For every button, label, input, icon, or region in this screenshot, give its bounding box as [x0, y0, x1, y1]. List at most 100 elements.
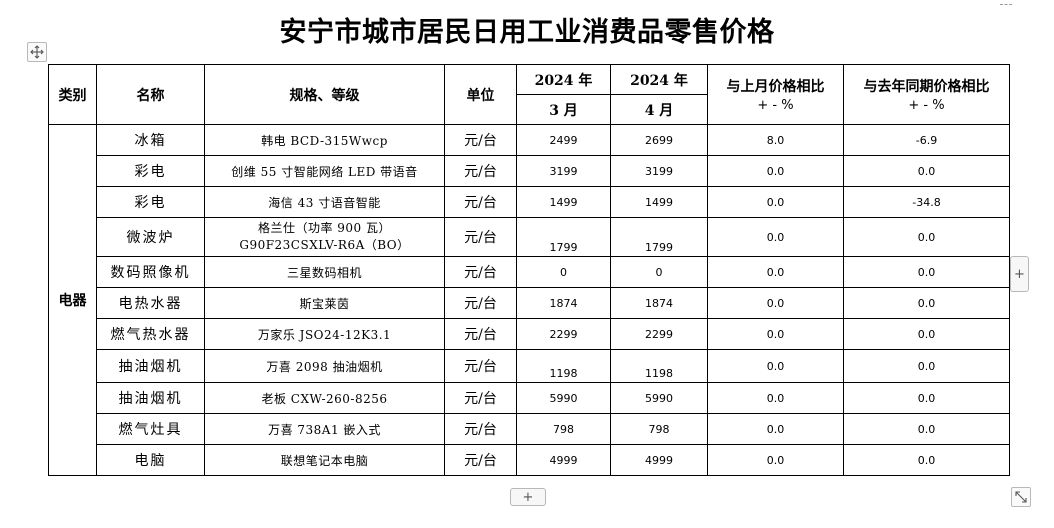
- change-mom: 8.0: [707, 124, 844, 156]
- header-mom: 与上月价格相比 + - %: [707, 64, 844, 125]
- header-year-a: 2024 年: [516, 64, 611, 95]
- item-unit: 元/台: [444, 413, 517, 445]
- document-title: 安宁市城市居民日用工业消费品零售价格: [279, 17, 775, 48]
- table-move-handle-icon[interactable]: [27, 42, 47, 62]
- item-name: 电脑: [96, 444, 205, 476]
- change-yoy: 0.0: [843, 155, 1010, 187]
- price-march: 5990: [516, 382, 611, 414]
- table-row: 燃气热水器 万家乐 JSO24-12K3.1 元/台 2299 2299 0.0…: [49, 318, 1010, 350]
- item-name: 冰箱: [96, 124, 205, 156]
- price-march: 2299: [516, 318, 611, 350]
- price-march: 1799: [516, 217, 611, 257]
- header-yoy-sub: + - %: [908, 98, 945, 113]
- price-april: 798: [610, 413, 708, 445]
- price-april: 0: [610, 256, 708, 288]
- change-mom: 0.0: [707, 349, 844, 383]
- item-spec: 老板 CXW-260-8256: [204, 382, 445, 414]
- table-row: 抽油烟机 老板 CXW-260-8256 元/台 5990 5990 0.0 0…: [49, 382, 1010, 414]
- price-april: 1499: [610, 186, 708, 218]
- item-spec: 海信 43 寸语音智能: [204, 186, 445, 218]
- table-row: 电热水器 斯宝莱茵 元/台 1874 1874 0.0 0.0: [49, 287, 1010, 319]
- table-row: 数码照像机 三星数码相机 元/台 0 0 0.0 0.0: [49, 256, 1010, 288]
- table-resize-icon[interactable]: [1011, 487, 1031, 507]
- change-yoy: 0.0: [843, 256, 1010, 288]
- table-row: 彩电 海信 43 寸语音智能 元/台 1499 1499 0.0 -34.8: [49, 186, 1010, 218]
- add-column-button[interactable]: +: [1010, 256, 1029, 292]
- change-mom: 0.0: [707, 217, 844, 257]
- table-row: 微波炉 格兰仕（功率 900 瓦） G90F23CSXLV-R6A（BO） 元/…: [49, 217, 1010, 257]
- price-march: 1198: [516, 349, 611, 383]
- item-name: 数码照像机: [96, 256, 205, 288]
- item-unit: 元/台: [444, 287, 517, 319]
- header-mom-label: 与上月价格相比: [726, 79, 825, 95]
- change-yoy: 0.0: [843, 382, 1010, 414]
- item-spec: 格兰仕（功率 900 瓦） G90F23CSXLV-R6A（BO）: [204, 217, 445, 257]
- item-unit: 元/台: [444, 444, 517, 476]
- change-mom: 0.0: [707, 186, 844, 218]
- price-april: 1874: [610, 287, 708, 319]
- table-row: 彩电 创维 55 寸智能网络 LED 带语音 元/台 3199 3199 0.0…: [49, 155, 1010, 187]
- price-march: 2499: [516, 124, 611, 156]
- item-spec-line2: G90F23CSXLV-R6A（BO）: [239, 238, 410, 252]
- price-april: 4999: [610, 444, 708, 476]
- item-unit: 元/台: [444, 155, 517, 187]
- item-unit: 元/台: [444, 382, 517, 414]
- price-march: 3199: [516, 155, 611, 187]
- change-mom: 0.0: [707, 256, 844, 288]
- item-spec: 韩电 BCD-315Wwcp: [204, 124, 445, 156]
- price-march: 798: [516, 413, 611, 445]
- table-row: 电器 冰箱 韩电 BCD-315Wwcp 元/台 2499 2699 8.0 -…: [48, 124, 1010, 476]
- header-month-b: 4 月: [610, 94, 708, 125]
- item-spec: 万喜 738A1 嵌入式: [204, 413, 445, 445]
- change-mom: 0.0: [707, 413, 844, 445]
- change-mom: 0.0: [707, 155, 844, 187]
- price-march: 4999: [516, 444, 611, 476]
- header-spec: 规格、等级: [204, 64, 445, 125]
- change-yoy: 0.0: [843, 413, 1010, 445]
- table-row: 抽油烟机 万喜 2098 抽油烟机 元/台 1198 1198 0.0 0.0: [49, 349, 1010, 383]
- change-yoy: 0.0: [843, 444, 1010, 476]
- header-name: 名称: [96, 64, 205, 125]
- change-yoy: -34.8: [843, 186, 1010, 218]
- table-row: 电脑 联想笔记本电脑 元/台 4999 4999 0.0 0.0: [49, 444, 1010, 476]
- change-yoy: 0.0: [843, 217, 1010, 257]
- item-spec: 联想笔记本电脑: [204, 444, 445, 476]
- price-march: 1499: [516, 186, 611, 218]
- price-table: 类别 名称 规格、等级 单位 2024 年 2024 年 与上月价格相比 + -…: [48, 64, 1010, 476]
- item-unit: 元/台: [444, 186, 517, 218]
- item-spec-line1: 格兰仕（功率 900 瓦）: [257, 221, 392, 235]
- item-unit: 元/台: [444, 256, 517, 288]
- item-spec: 万家乐 JSO24-12K3.1: [204, 318, 445, 350]
- item-unit: 元/台: [444, 217, 517, 257]
- price-march: 0: [516, 256, 611, 288]
- item-name: 燃气灶具: [96, 413, 205, 445]
- header-yoy: 与去年同期价格相比 + - %: [843, 64, 1010, 125]
- table-row: 燃气灶具 万喜 738A1 嵌入式 元/台 798 798 0.0 0.0: [49, 413, 1010, 445]
- item-name: 电热水器: [96, 287, 205, 319]
- change-yoy: 0.0: [843, 349, 1010, 383]
- item-unit: 元/台: [444, 318, 517, 350]
- item-name: 彩电: [96, 155, 205, 187]
- add-row-button[interactable]: +: [510, 488, 546, 506]
- change-mom: 0.0: [707, 382, 844, 414]
- price-march: 1874: [516, 287, 611, 319]
- price-april: 1799: [610, 217, 708, 257]
- price-april: 2699: [610, 124, 708, 156]
- price-april: 5990: [610, 382, 708, 414]
- item-name: 微波炉: [96, 217, 205, 257]
- item-name: 抽油烟机: [96, 382, 205, 414]
- page-corner-marker: [1000, 0, 1012, 5]
- item-spec: 三星数码相机: [204, 256, 445, 288]
- header-yoy-label: 与去年同期价格相比: [863, 79, 990, 95]
- item-name: 彩电: [96, 186, 205, 218]
- price-april: 1198: [610, 349, 708, 383]
- change-mom: 0.0: [707, 287, 844, 319]
- header-mom-sub: + - %: [757, 98, 794, 113]
- header-year-b: 2024 年: [610, 64, 708, 95]
- header-unit: 单位: [444, 64, 517, 125]
- change-yoy: -6.9: [843, 124, 1010, 156]
- item-name: 抽油烟机: [96, 349, 205, 383]
- item-spec: 斯宝莱茵: [204, 287, 445, 319]
- price-april: 3199: [610, 155, 708, 187]
- change-yoy: 0.0: [843, 287, 1010, 319]
